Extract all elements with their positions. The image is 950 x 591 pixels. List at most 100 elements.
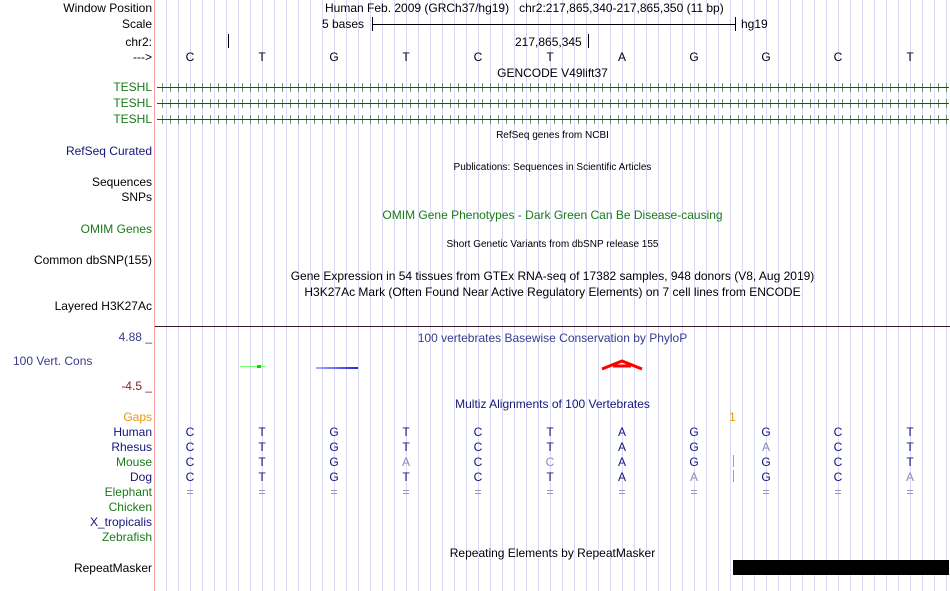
aligned-base: = (762, 485, 770, 499)
aligned-base: C (185, 470, 195, 484)
h3k27ac-title: H3K27Ac Mark (Often Found Near Active Re… (304, 285, 801, 299)
aligned-base: A (617, 425, 626, 439)
reference-base: T (258, 50, 266, 64)
refseq-title: RefSeq genes from NCBI (496, 130, 609, 141)
aligned-base: A (761, 440, 770, 454)
aligned-base: T (546, 440, 554, 454)
base-gridlines (155, 0, 950, 591)
dbsnp-label[interactable]: Common dbSNP(155) (33, 253, 152, 267)
aligned-base: T (402, 425, 410, 439)
reference-base: C (833, 50, 843, 64)
gtex-title: Gene Expression in 54 tissues from GTEx … (290, 269, 815, 283)
strand-label: ---> (133, 50, 152, 64)
position: chr2:217,865,340-217,865,350 (11 bp) (519, 1, 724, 15)
aligned-base: = (258, 485, 266, 499)
gap-marker (733, 470, 734, 482)
label-separator (154, 0, 155, 591)
phylop-signal (240, 366, 266, 367)
phylop-title: 100 vertebrates Basewise Conservation by… (417, 331, 688, 345)
aligned-base: C (473, 470, 483, 484)
gap-marker (733, 455, 734, 467)
coord-tick (228, 34, 229, 48)
species-label[interactable]: Zebrafish (101, 530, 152, 544)
gaps-label[interactable]: Gaps (123, 410, 152, 424)
aligned-base: C (833, 425, 843, 439)
phylop-signal (316, 367, 358, 369)
omim-title: OMIM Gene Phenotypes - Dark Green Can Be… (382, 208, 723, 222)
snps-label[interactable]: SNPs (121, 190, 152, 204)
aligned-base: A (617, 440, 626, 454)
aligned-base: T (546, 425, 554, 439)
gene-label[interactable]: TESHL (113, 96, 152, 110)
reference-base: A (617, 50, 626, 64)
repeat-element[interactable] (733, 560, 949, 575)
aligned-base: G (689, 425, 699, 439)
omim-genes-label[interactable]: OMIM Genes (80, 222, 152, 236)
aligned-base: G (329, 440, 339, 454)
gap-count: 1 (729, 410, 736, 424)
aligned-base: = (618, 485, 626, 499)
aligned-base: A (689, 470, 698, 484)
scale-label: Scale (121, 17, 152, 31)
reference-base: G (761, 50, 771, 64)
phylop-label[interactable]: 100 Vert. Cons (13, 354, 93, 368)
aligned-base: T (258, 440, 266, 454)
aligned-base: = (546, 485, 554, 499)
aligned-base: = (402, 485, 410, 499)
aligned-base: = (474, 485, 482, 499)
aligned-base: G (329, 425, 339, 439)
repeatmasker-label[interactable]: RepeatMasker (73, 561, 152, 575)
reference-base: T (546, 50, 554, 64)
repeatmasker-title: Repeating Elements by RepeatMasker (449, 546, 656, 560)
gene-label[interactable]: TESHL (113, 80, 152, 94)
refseq-curated-label[interactable]: RefSeq Curated (65, 144, 152, 158)
coord-label: 217,865,345 (515, 35, 582, 49)
aligned-base: = (906, 485, 914, 499)
aligned-base: C (833, 455, 843, 469)
scale-bar (372, 17, 736, 31)
window-position-label: Window Position (63, 1, 152, 15)
aligned-base: G (329, 455, 339, 469)
aligned-base: C (833, 470, 843, 484)
aligned-base: G (761, 470, 771, 484)
aligned-base: G (689, 455, 699, 469)
aligned-base: G (761, 425, 771, 439)
species-label[interactable]: X_tropicalis (89, 515, 152, 529)
phylop-signal (257, 365, 261, 368)
aligned-base: A (617, 455, 626, 469)
aligned-base: C (473, 440, 483, 454)
aligned-base: = (186, 485, 194, 499)
chrom-label: chr2: (125, 35, 152, 49)
sequences-label[interactable]: Sequences (91, 175, 152, 189)
aligned-base: C (185, 425, 195, 439)
assembly-title: Human Feb. 2009 (GRCh37/hg19) chr2:217,8… (325, 1, 724, 15)
species-label[interactable]: Mouse (115, 455, 152, 469)
aligned-base: A (617, 470, 626, 484)
aligned-base: A (401, 455, 410, 469)
phylop-min: -4.5 _ (121, 379, 152, 393)
species-label[interactable]: Elephant (104, 485, 152, 499)
aligned-base: T (402, 470, 410, 484)
species-label[interactable]: Human (113, 425, 152, 439)
reference-base: C (185, 50, 195, 64)
aligned-base: T (402, 440, 410, 454)
phylop-max: 4.88 _ (118, 330, 152, 344)
aligned-base: C (545, 455, 555, 469)
reference-base: G (689, 50, 699, 64)
gene-label[interactable]: TESHL (113, 112, 152, 126)
species-label[interactable]: Chicken (108, 500, 152, 514)
aligned-base: G (689, 440, 699, 454)
gencode-title: GENCODE V49lift37 (497, 66, 608, 80)
aligned-base: T (906, 425, 914, 439)
aligned-base: C (833, 440, 843, 454)
reference-base: G (329, 50, 339, 64)
aligned-base: = (690, 485, 698, 499)
species-label[interactable]: Dog (129, 470, 152, 484)
aligned-base: = (834, 485, 842, 499)
aligned-base: T (546, 470, 554, 484)
aligned-base: = (330, 485, 338, 499)
h3k27ac-label[interactable]: Layered H3K27Ac (54, 299, 152, 313)
species-label[interactable]: Rhesus (111, 440, 152, 454)
aligned-base: T (906, 455, 914, 469)
aligned-base: A (905, 470, 914, 484)
